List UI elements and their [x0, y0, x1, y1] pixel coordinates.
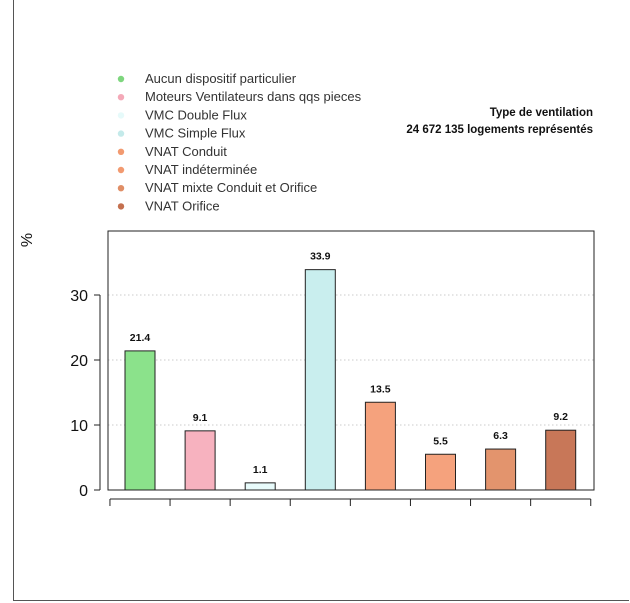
legend-entry: Aucun dispositif particulier: [145, 71, 297, 86]
gridlines: [108, 294, 594, 426]
legend-marker: [117, 148, 125, 155]
y-axis: 0 10 20 30: [70, 288, 101, 500]
legend-entry: Moteurs Ventilateurs dans qqs pieces: [145, 89, 362, 104]
y-tick-label: 0: [79, 483, 88, 500]
data-labels: 21.4 9.1 1.1 33.9 13.5 5.5 6.3 9.2: [130, 251, 568, 476]
legend: Aucun dispositif particulier Moteurs Vent…: [117, 71, 362, 213]
plot-frame: [13, 0, 629, 601]
chart-title: Type de ventilation: [490, 107, 593, 119]
bar-value-label: 21.4: [130, 332, 151, 344]
bar-value-label: 5.5: [433, 435, 448, 447]
y-tick-label: 30: [70, 288, 88, 305]
bar: [244, 482, 276, 491]
bar: [124, 350, 156, 491]
legend-entry: VNAT mixte Conduit et Orifice: [145, 180, 317, 195]
legend-entry: VNAT Orifice: [145, 198, 220, 213]
bar-value-label: 33.9: [310, 251, 331, 263]
y-axis-label: %: [19, 233, 36, 247]
legend-marker: [117, 166, 125, 174]
legend-marker: [117, 185, 125, 192]
bar-value-label: 1.1: [253, 464, 268, 476]
y-tick-label: 10: [70, 418, 88, 435]
y-tick-label: 20: [70, 353, 88, 370]
legend-entry: VNAT Conduit: [145, 144, 227, 159]
plot-box: [107, 230, 595, 491]
legend-marker: [117, 75, 125, 83]
bars: [124, 269, 577, 491]
legend-entry: VNAT indéterminée: [145, 162, 257, 177]
bar: [364, 401, 396, 491]
bar-value-label: 9.2: [553, 411, 568, 423]
bar-value-label: 13.5: [370, 383, 391, 395]
bar-value-label: 9.1: [193, 412, 208, 424]
bar: [304, 269, 336, 491]
bar: [485, 448, 517, 491]
legend-marker: [117, 94, 125, 101]
legend-entry: VMC Double Flux: [145, 107, 247, 122]
bar: [425, 453, 456, 491]
bar: [545, 429, 577, 491]
x-axis: [109, 498, 592, 506]
bar-value-label: 6.3: [493, 430, 508, 442]
legend-entry: VMC Simple Flux: [145, 126, 246, 141]
bar: [184, 430, 216, 491]
legend-marker: [117, 130, 125, 137]
legend-marker: [117, 112, 125, 119]
legend-marker: [117, 203, 125, 210]
chart-subtitle: 24 672 135 logements représentés: [406, 124, 593, 136]
